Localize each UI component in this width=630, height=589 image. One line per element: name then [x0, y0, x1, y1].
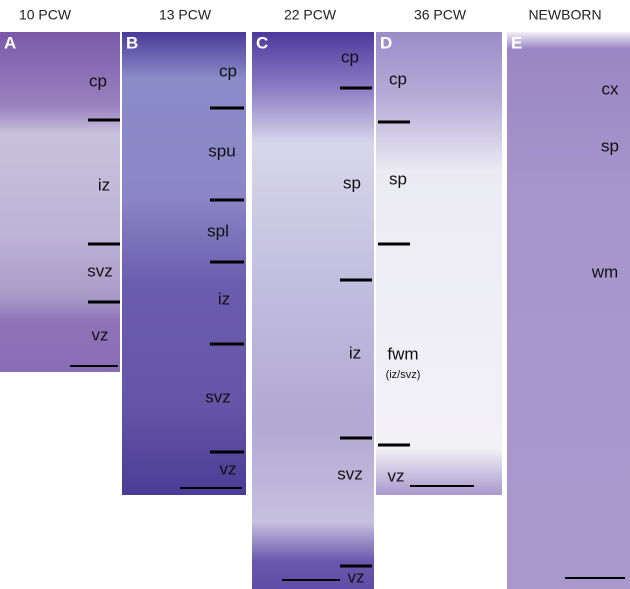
micrograph: [376, 32, 502, 495]
layer-label: iz: [218, 289, 230, 308]
layer-label: svz: [337, 464, 363, 483]
layer-label: sp: [601, 136, 619, 155]
layer-label: iz: [349, 343, 361, 362]
layer-label: sp: [389, 169, 407, 188]
layer-label: cp: [89, 71, 107, 90]
layer-label: vz: [220, 459, 237, 478]
layer-label: spu: [208, 141, 235, 160]
layer-note: (iz/svz): [386, 369, 421, 381]
layer-label: sp: [343, 173, 361, 192]
panel-letter: B: [126, 33, 138, 52]
panel-title: 10 PCW: [19, 7, 72, 23]
panel-title: 36 PCW: [414, 7, 467, 23]
layer-label: cx: [602, 79, 620, 98]
layer-label: svz: [205, 387, 231, 406]
micrograph: [507, 32, 630, 589]
layer-label: cp: [389, 69, 407, 88]
micrograph: [252, 32, 374, 589]
layer-label: fwm: [387, 344, 418, 363]
layer-label: spl: [207, 221, 229, 240]
panel-letter: A: [4, 33, 16, 52]
panel-letter: C: [256, 33, 268, 52]
micrograph: [0, 32, 120, 372]
panel-letter: E: [511, 33, 522, 52]
panel-title: 13 PCW: [159, 7, 212, 23]
layer-label: wm: [591, 262, 618, 281]
panel-title: 22 PCW: [284, 7, 337, 23]
layer-label: svz: [87, 261, 113, 280]
layer-label: cp: [219, 61, 237, 80]
panel-letter: D: [380, 33, 392, 52]
panel-title: NEWBORN: [528, 7, 601, 23]
layer-label: vz: [92, 325, 109, 344]
layer-label: iz: [98, 175, 110, 194]
layer-label: vz: [388, 466, 405, 485]
layer-label: cp: [341, 47, 359, 66]
layer-label: vz: [348, 567, 365, 586]
